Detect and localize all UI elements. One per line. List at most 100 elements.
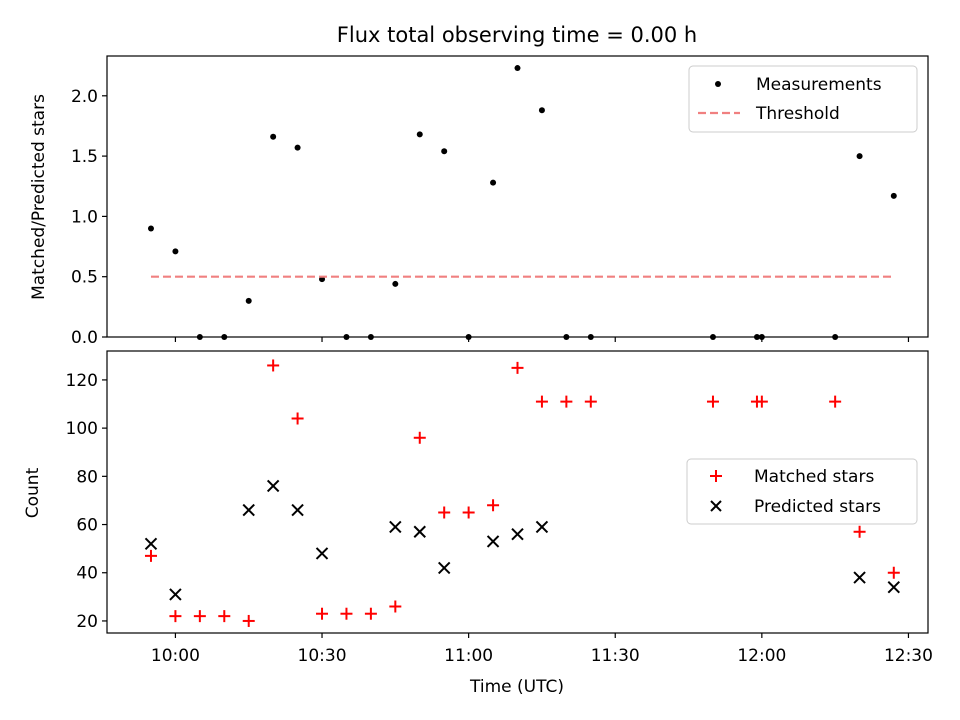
bottom-x-ticks: 10:00 10:30 11:00 11:30 12:00 12:30: [151, 633, 933, 666]
measurement-point: [758, 334, 765, 340]
measurement-point: [343, 334, 350, 340]
predicted-star-point: [853, 571, 866, 584]
matched-star-point: [560, 395, 573, 408]
matched-star-point: [169, 610, 182, 623]
predicted-star-point: [291, 503, 304, 517]
matched-star-point: [487, 499, 500, 512]
top-plot-marks: [147, 65, 897, 340]
x-tick-label: 11:00: [444, 646, 493, 666]
matched-star-point: [511, 361, 524, 374]
x-tick-label: 12:00: [737, 646, 786, 666]
matched-star-point: [829, 395, 842, 408]
predicted-star-point: [535, 520, 549, 534]
predicted-star-point: [315, 547, 329, 560]
measurement-point: [709, 334, 716, 340]
predicted-star-point: [887, 580, 900, 594]
matched-star-point: [218, 610, 231, 623]
matched-star-point: [413, 431, 426, 444]
matched-star-point: [584, 395, 597, 408]
matched-star-point: [316, 607, 329, 620]
matched-star-point: [340, 607, 353, 620]
top-legend: Measurements Threshold: [688, 65, 918, 133]
measurement-point: [832, 334, 839, 340]
matched-star-point: [364, 607, 377, 620]
top-legend-box: [688, 65, 918, 133]
x-axis-label: Time (UTC): [469, 677, 564, 697]
bottom-plot-marks: [144, 359, 900, 627]
y-tick-label: 0.0: [71, 328, 98, 348]
predicted-star-point: [144, 537, 158, 551]
measurement-point: [465, 334, 472, 340]
legend-measurements-marker: [715, 81, 721, 87]
measurement-point: [514, 65, 521, 72]
matched-star-point: [193, 610, 206, 623]
measurement-point: [392, 280, 399, 287]
top-y-axis-label: Matched/Predicted stars: [29, 94, 49, 300]
measurement-point: [490, 179, 497, 186]
y-tick-label: 2.0: [71, 87, 98, 107]
y-tick-label: 120: [66, 371, 98, 391]
matched-star-point: [887, 566, 900, 579]
measurement-point: [890, 192, 897, 199]
measurement-point: [587, 334, 594, 340]
predicted-star-point: [437, 561, 451, 575]
legend-threshold-label: Threshold: [755, 104, 840, 124]
x-tick-label: 11:30: [591, 646, 640, 666]
y-tick-label: 0.5: [71, 268, 98, 288]
bottom-axes: 20 40 60 80 100 120 10:00 10:30 11:00 11:30 12:00…: [23, 350, 933, 697]
y-tick-label: 60: [76, 516, 98, 536]
legend-predicted-marker: [710, 500, 722, 512]
measurement-point: [441, 148, 448, 155]
legend-measurements-label: Measurements: [756, 75, 882, 95]
y-tick-label: 80: [76, 467, 98, 487]
bottom-legend: Matched stars Predicted stars: [686, 458, 918, 525]
matched-star-point: [291, 412, 304, 425]
measurement-point: [538, 107, 545, 114]
top-x-ticks: [174, 337, 910, 342]
predicted-star-point: [242, 503, 255, 517]
bottom-y-axis-label: Count: [23, 467, 43, 518]
matched-star-point: [755, 395, 768, 408]
matched-star-point: [267, 359, 280, 372]
top-y-ticks: 0.0 0.5 1.0 1.5 2.0: [71, 87, 107, 348]
bottom-y-ticks: 20 40 60 80 100 120: [66, 371, 107, 632]
matched-star-point: [706, 395, 719, 408]
y-tick-label: 100: [66, 419, 98, 439]
x-tick-label: 10:00: [151, 646, 200, 666]
matched-star-point: [462, 506, 475, 519]
y-tick-label: 20: [76, 612, 98, 632]
measurement-point: [172, 248, 179, 255]
predicted-star-point: [169, 588, 182, 601]
matched-star-point: [144, 549, 157, 562]
measurement-point: [221, 334, 228, 340]
chart-title: Flux total observing time = 0.00 h: [337, 23, 697, 47]
legend-matched-marker: [710, 470, 722, 482]
measurement-point: [245, 297, 252, 304]
measurement-point: [753, 334, 760, 340]
measurement-point: [196, 334, 203, 340]
y-tick-label: 1.0: [71, 207, 98, 227]
matched-star-point: [389, 600, 402, 613]
predicted-star-point: [413, 525, 426, 538]
matched-star-point: [242, 614, 255, 627]
measurement-point: [367, 334, 374, 340]
bottom-legend-box: [686, 458, 918, 525]
predicted-star-point: [266, 479, 280, 493]
measurement-point: [294, 144, 301, 151]
matched-star-point: [853, 525, 866, 538]
matched-star-point: [535, 395, 548, 408]
predicted-star-point: [511, 527, 524, 541]
measurement-point: [147, 225, 154, 232]
measurement-point: [856, 153, 863, 160]
measurement-point: [563, 334, 570, 340]
legend-predicted-label: Predicted stars: [754, 497, 881, 517]
legend-matched-label: Matched stars: [754, 467, 874, 487]
measurement-point: [270, 133, 277, 140]
measurement-point: [416, 131, 423, 138]
x-tick-label: 10:30: [298, 646, 347, 666]
top-axes: 0.00.51.01.52.0 Matched/Predicted stars …: [29, 55, 929, 348]
y-tick-label: 1.5: [71, 147, 98, 167]
matched-star-point: [438, 506, 451, 519]
x-tick-label: 12:30: [884, 646, 933, 666]
